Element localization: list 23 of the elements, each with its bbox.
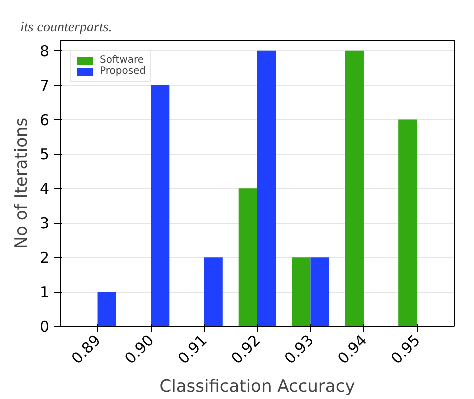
y-tick-label: 7 (40, 76, 50, 95)
y-tick-label: 8 (40, 42, 50, 60)
legend-label: Software (100, 55, 144, 66)
y-tick-label: 3 (40, 214, 50, 233)
y-tick-label: 4 (40, 180, 50, 198)
bar (258, 50, 276, 326)
bar (310, 258, 330, 326)
y-tick-label: 2 (40, 249, 50, 268)
bar (204, 258, 223, 326)
bar (151, 85, 170, 326)
x-axis-title: Classification Accuracy (160, 376, 356, 397)
legend-label: Proposed (100, 66, 146, 77)
y-tick-label: 0 (40, 318, 50, 336)
bar (292, 258, 311, 326)
y-tick-label: 6 (40, 111, 50, 130)
y-tick-label: 1 (40, 284, 50, 302)
y-axis-title: No of Iterations (12, 118, 32, 250)
text: its counterparts. (20, 20, 112, 36)
bar (398, 120, 418, 326)
bar (98, 292, 116, 326)
bar (238, 188, 258, 326)
y-tick-label: 5 (40, 146, 50, 164)
bar (345, 50, 364, 326)
